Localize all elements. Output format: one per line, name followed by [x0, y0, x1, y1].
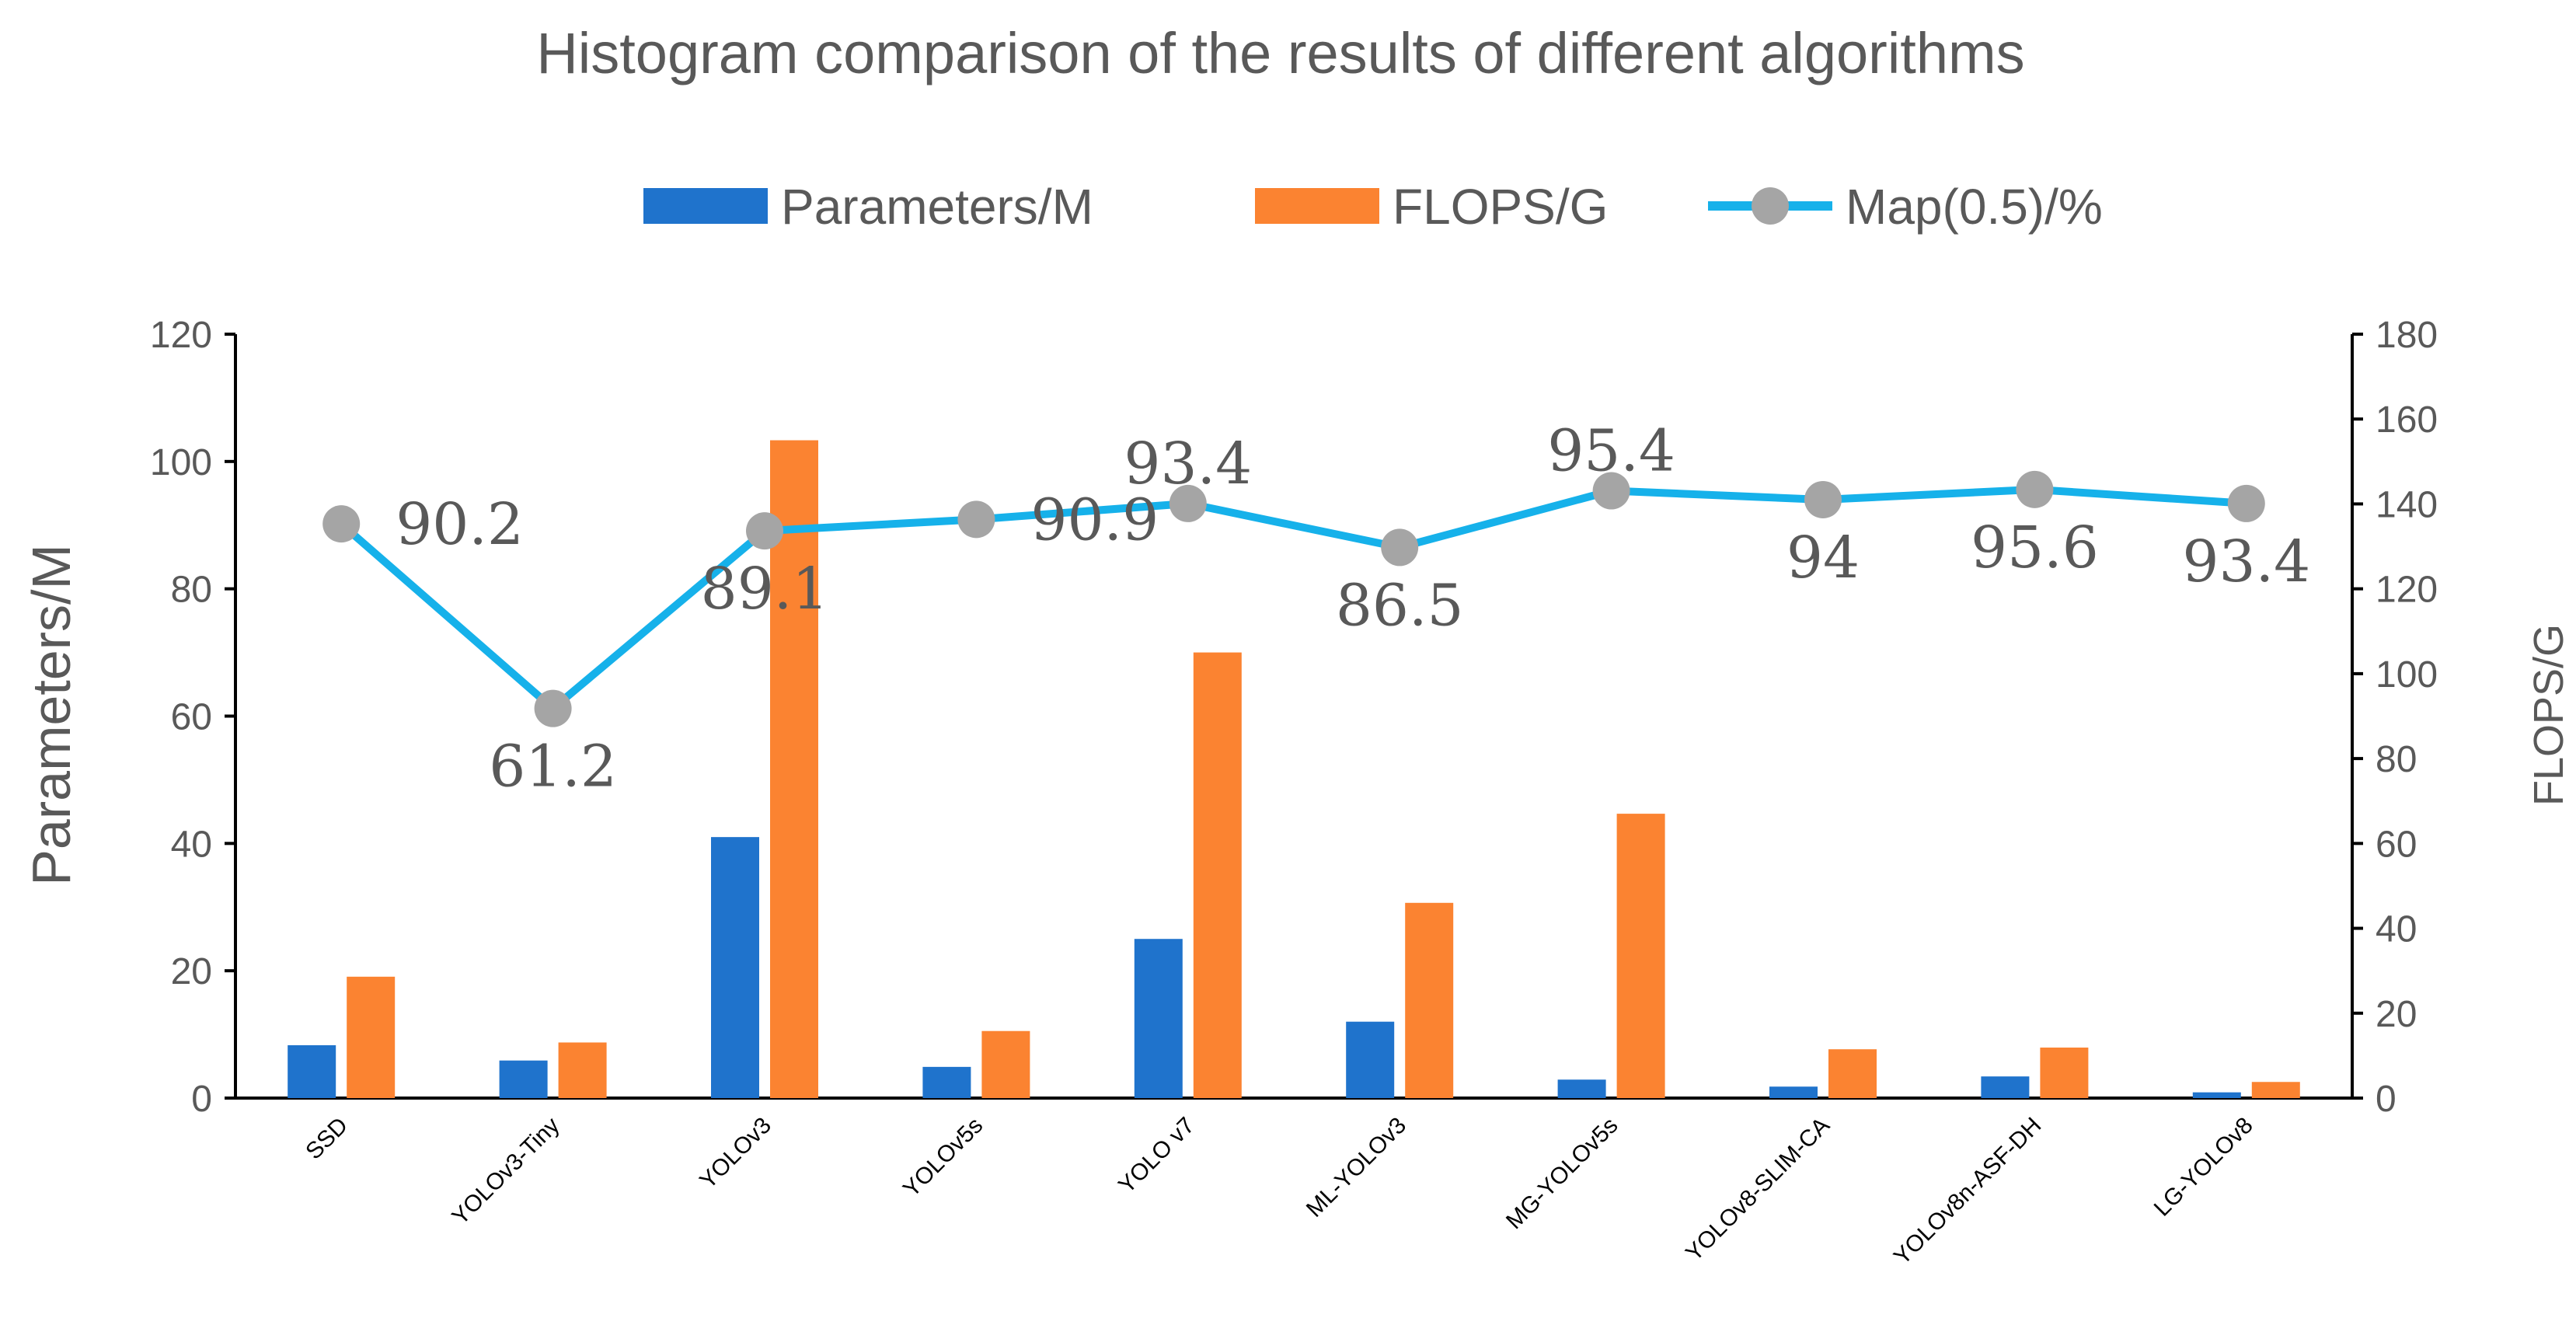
- left-tick-label: 120: [150, 315, 212, 356]
- bar-flops: [770, 440, 818, 1098]
- map-data-label: 90.9: [1030, 486, 1159, 553]
- right-tick-label: 80: [2376, 739, 2417, 780]
- right-tick-label: 140: [2376, 484, 2438, 525]
- bar-flops: [1828, 1049, 1877, 1098]
- right-tick-label: 0: [2376, 1079, 2396, 1120]
- bar-flops: [1405, 902, 1454, 1098]
- bar-parameters: [922, 1066, 971, 1098]
- left-tick-label: 40: [171, 824, 212, 865]
- left-tick-label: 0: [191, 1079, 212, 1120]
- left-tick-label: 80: [171, 570, 212, 611]
- right-tick-label: 40: [2376, 909, 2417, 950]
- bar-parameters: [1134, 939, 1183, 1098]
- bar-flops: [2040, 1048, 2089, 1098]
- bar-flops: [981, 1030, 1030, 1098]
- bar-parameters: [711, 837, 759, 1098]
- right-tick-label: 160: [2376, 399, 2438, 441]
- chart-title: Histogram comparison of the results of d…: [536, 21, 2024, 85]
- legend-swatch-parameters: [643, 188, 768, 224]
- bar-parameters: [499, 1060, 548, 1098]
- right-axis-ticks: 0 20 40 60 80 100 120 140 160 180: [2352, 315, 2438, 1120]
- map-marker: [534, 689, 572, 727]
- map-data-label: 93.4: [1124, 431, 1252, 497]
- y-axis-title: Parameters/M: [21, 544, 82, 886]
- map-data-label: 95.4: [1547, 418, 1675, 485]
- map-marker: [957, 500, 995, 539]
- legend-label-parameters: Parameters/M: [781, 179, 1093, 235]
- left-axis-ticks: 0 20 40 60 80 100 120: [150, 315, 235, 1120]
- bar-parameters: [288, 1045, 336, 1098]
- bar-flops: [558, 1042, 607, 1098]
- bar-parameters: [1557, 1079, 1606, 1098]
- legend-label-flops: FLOPS/G: [1393, 179, 1608, 235]
- left-tick-label: 20: [171, 951, 212, 992]
- map-marker: [1381, 528, 1419, 567]
- legend: Parameters/M FLOPS/G Map(0.5)/%: [643, 179, 2103, 235]
- legend-swatch-flops: [1255, 188, 1379, 224]
- bar-parameters: [1981, 1076, 2030, 1098]
- bar-parameters: [1346, 1021, 1395, 1098]
- map-data-label: 94: [1786, 525, 1860, 591]
- map-line-series: 90.261.289.190.993.486.595.494 95.6 93.4: [322, 418, 2310, 800]
- map-data-label: 95.6: [1971, 514, 2099, 581]
- map-marker: [1169, 484, 1207, 522]
- map-line: [338, 485, 2247, 713]
- bar-flops: [347, 976, 396, 1098]
- map-marker: [322, 505, 361, 543]
- right-tick-label: 120: [2376, 570, 2438, 611]
- map-marker: [1804, 480, 1842, 518]
- left-tick-label: 100: [150, 442, 212, 483]
- map-marker: [1592, 472, 1630, 510]
- legend-label-map: Map(0.5)/%: [1846, 179, 2103, 235]
- y2-axis-title: FLOPS/G: [2525, 624, 2572, 806]
- bar-flops: [1193, 652, 1242, 1098]
- bar-flops: [1616, 814, 1665, 1098]
- map-data-label: 61.2: [489, 734, 617, 800]
- map-data-label: 90.2: [396, 491, 524, 558]
- map-data-label: 89.1: [701, 556, 829, 622]
- legend-marker-map: [1752, 187, 1789, 225]
- right-tick-label: 100: [2376, 654, 2438, 696]
- map-marker: [746, 512, 783, 550]
- bar-parameters: [2192, 1092, 2241, 1098]
- right-tick-label: 180: [2376, 315, 2438, 356]
- bar-parameters: [1769, 1086, 1818, 1098]
- map-data-label: 93.4: [2182, 528, 2310, 595]
- bar-flops: [2251, 1082, 2300, 1098]
- bars: [288, 440, 2300, 1098]
- right-tick-label: 60: [2376, 824, 2417, 865]
- left-tick-label: 60: [171, 697, 212, 738]
- map-marker: [2016, 470, 2054, 508]
- right-tick-label: 20: [2376, 994, 2417, 1035]
- map-data-label: 86.5: [1336, 572, 1464, 639]
- map-marker: [2227, 484, 2265, 522]
